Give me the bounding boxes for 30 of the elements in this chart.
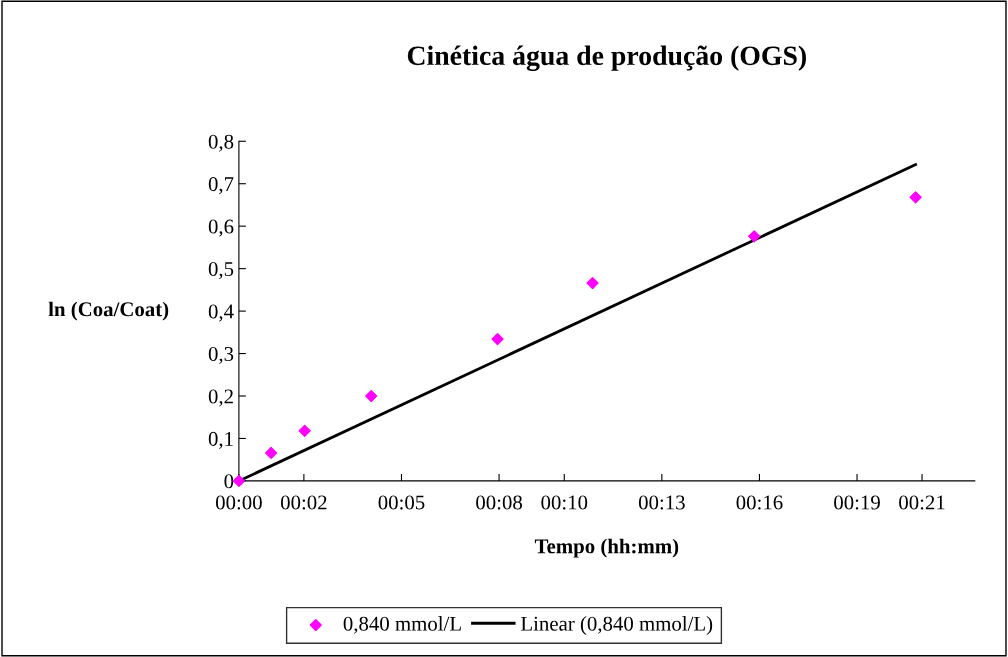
x-tick-label: 00:16 — [736, 495, 783, 510]
y-tick-label: 0,8 — [208, 134, 234, 152]
x-tick-label: 00:08 — [476, 495, 523, 510]
y-tick-label: 0,3 — [208, 346, 234, 364]
y-tick-label: 0 — [224, 474, 234, 489]
point — [748, 230, 761, 243]
x-tick-label: 00:00 — [215, 495, 262, 510]
y-tick-label: 0,1 — [208, 431, 233, 449]
y-tick-label: 0,4 — [208, 304, 234, 322]
point — [265, 446, 278, 459]
x-tick-label: 00:21 — [899, 495, 945, 510]
point — [586, 276, 599, 290]
x-tick-label: 00:02 — [280, 495, 327, 510]
y-tick-label: 0,6 — [208, 219, 234, 237]
x-axis-title: Tempo (hh:mm) — [534, 538, 679, 558]
y-tick-label: 0,7 — [208, 177, 234, 195]
x-tick-label: 00:05 — [378, 495, 425, 510]
point — [365, 389, 378, 403]
x-tick-label: 00:13 — [638, 495, 685, 510]
legend-label: 0,840 mmol/L — [343, 616, 461, 634]
point — [298, 424, 311, 437]
y-tick-label: 0,2 — [208, 389, 233, 407]
point — [491, 333, 504, 346]
chart-title: Cinética água de produção (OGS) — [407, 45, 806, 71]
x-tick-label: 00:10 — [541, 495, 588, 510]
y-axis-title: ln (Coa/Coat) — [48, 301, 169, 321]
x-tick-label: 00:19 — [834, 495, 880, 510]
y-tick-label: 0,5 — [208, 262, 234, 280]
legend-label: Linear (0,840 mmol/L) — [521, 616, 713, 635]
point — [909, 191, 922, 204]
